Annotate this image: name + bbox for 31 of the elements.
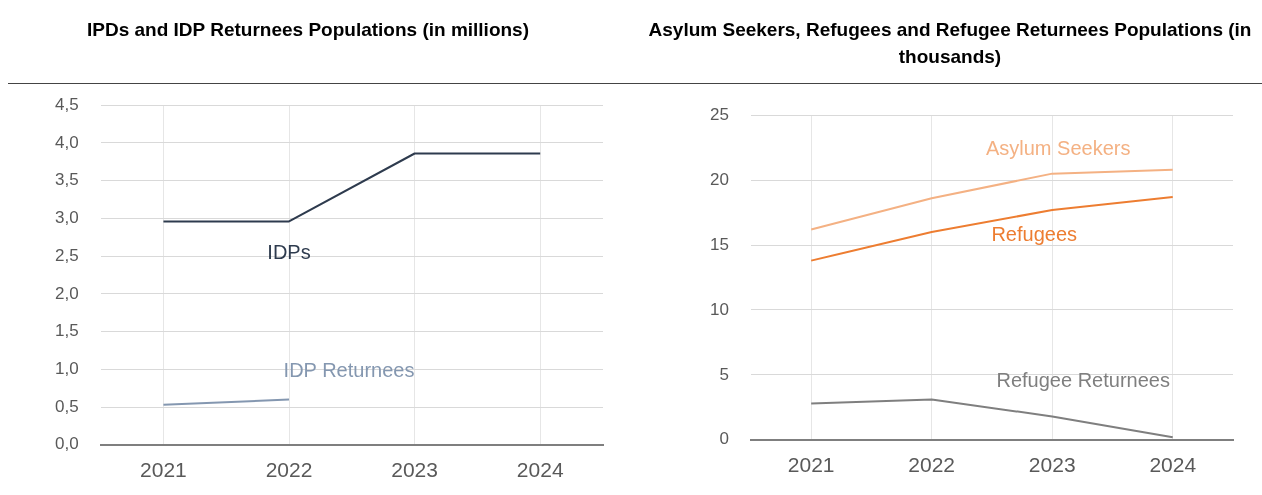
- y-tick-label: 0,5: [54, 396, 79, 416]
- y-tick-label: 4,5: [54, 94, 79, 114]
- y-tick-label: 20: [709, 169, 729, 189]
- x-tick-label: 2022: [265, 458, 313, 482]
- x-tick-label: 2021: [140, 458, 187, 482]
- x-tick-label: 2021: [787, 453, 835, 477]
- y-tick-label: 10: [709, 299, 729, 319]
- y-tick-label: 4,0: [54, 132, 79, 152]
- y-tick-label: 5: [719, 364, 729, 384]
- x-tick-label: 2024: [1149, 453, 1197, 477]
- chart-title: IPDs and IDP Returnees Populations (in millions): [86, 18, 530, 42]
- series-label: Refugee Returnees: [996, 368, 1170, 391]
- y-tick-label: 2,0: [54, 283, 79, 303]
- y-tick-label: 0,0: [54, 434, 79, 454]
- x-tick-label: 2022: [908, 453, 956, 477]
- y-tick-label: 2,5: [54, 245, 79, 265]
- x-tick-label: 2023: [391, 458, 438, 482]
- series-label: IDPs: [267, 240, 311, 263]
- x-tick-label: 2024: [516, 458, 564, 482]
- y-tick-label: 15: [709, 234, 729, 254]
- y-tick-label: 3,5: [54, 170, 79, 190]
- chart-title: Asylum Seekers, Refugees and Refugee Returnees Populations (in thousands): [647, 18, 1253, 69]
- y-tick-label: 3,0: [54, 208, 79, 228]
- series-label: Asylum Seekers: [985, 137, 1131, 160]
- x-tick-label: 2023: [1028, 453, 1076, 477]
- y-tick-label: 1,5: [54, 321, 79, 341]
- y-tick-label: 1,0: [54, 359, 79, 379]
- y-tick-label: 25: [709, 104, 729, 124]
- series-label: Refugees: [991, 223, 1078, 246]
- y-tick-label: 0: [719, 429, 729, 449]
- series-label: IDP Returnees: [283, 359, 415, 382]
